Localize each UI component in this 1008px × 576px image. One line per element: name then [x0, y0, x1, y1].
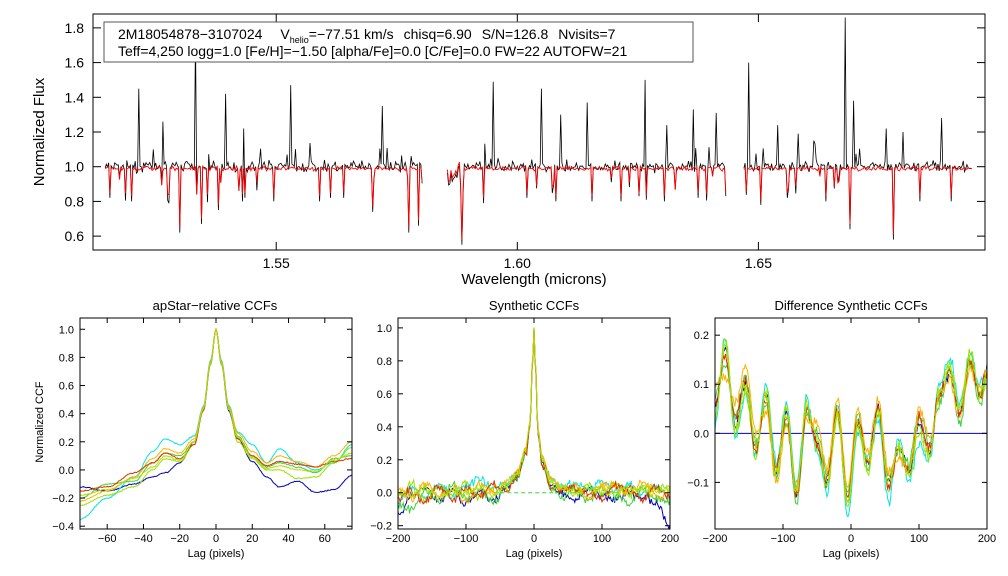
synthetic-ccf-ticks: −200 −100 0 100 200 −0.2 0.0 0.2 0.4 0.6 0.8 1.0	[370, 318, 679, 545]
difference-ccf-ticks: −200 −100 0 100 200 −0.1 0.0 0.1 0.2	[687, 318, 996, 545]
x-tick-label: 40	[282, 533, 294, 545]
apstar-ccf-panel: apStar−relative CCFs −60 −40 −20 0 20 40 60 −0.…	[34, 298, 353, 560]
difference-ccf-title: Difference Synthetic CCFs	[775, 298, 928, 313]
y-tick-label: 0.6	[65, 228, 85, 244]
spectrum-x-label: Wavelength (microns)	[461, 271, 606, 288]
y-tick-label: 0.2	[59, 437, 74, 449]
apstar-ccf-plot-area	[79, 327, 353, 520]
apstar-ccf-x-label: Lag (pixels)	[188, 548, 245, 560]
y-tick-label: −0.1	[687, 477, 709, 489]
ccf-visit-7	[714, 342, 988, 503]
x-tick-label: −40	[134, 533, 153, 545]
y-tick-label: 1.2	[65, 124, 85, 140]
x-tick-label: 200	[661, 533, 679, 545]
synthetic-ccf-title: Synthetic CCFs	[489, 298, 580, 313]
synthetic-spectrum-chip-3	[743, 165, 972, 235]
y-tick-label: 0.8	[377, 356, 392, 368]
chisq-value: chisq=6.90	[404, 26, 472, 42]
nvisits-value: Nvisits=7	[558, 26, 615, 42]
vhelio-prefix: V	[280, 26, 290, 42]
x-tick-label: 200	[978, 533, 996, 545]
y-tick-label: 1.0	[65, 159, 85, 175]
observed-spectrum-chip-2	[447, 79, 727, 245]
ccf-visit-7	[79, 327, 353, 496]
y-tick-label: 0.8	[65, 193, 85, 209]
x-tick-label: 60	[319, 533, 331, 545]
y-tick-label: 0.0	[377, 488, 392, 500]
x-tick-label: 1.55	[263, 255, 290, 271]
synthetic-ccf-x-label: Lag (pixels)	[506, 548, 563, 560]
vhelio-subscript: helio	[290, 35, 309, 45]
y-tick-label: 1.4	[65, 89, 85, 105]
snr-value: S/N=126.8	[482, 26, 549, 42]
x-tick-label: 1.60	[504, 255, 531, 271]
y-tick-label: 1.0	[377, 323, 392, 335]
spectrum-panel: 1.55 1.60 1.65 0.6 0.8 1.0 1.2 1.4 1.6 1.8 Wavele…	[31, 13, 986, 288]
spectrum-plot-area	[104, 17, 972, 245]
y-tick-label: 0.8	[59, 352, 74, 364]
y-tick-label: 0.4	[377, 422, 392, 434]
y-tick-label: −0.4	[52, 521, 74, 533]
spectrum-ticks: 1.55 1.60 1.65 0.6 0.8 1.0 1.2 1.4 1.6 1.8	[65, 14, 985, 271]
synthetic-spectrum-chip-2	[446, 161, 727, 240]
star-id: 2M18054878−3107024	[118, 26, 263, 42]
spectrum-y-label: Normalized Flux	[31, 77, 48, 186]
y-tick-label: 1.6	[65, 55, 85, 71]
y-tick-label: 0.0	[59, 465, 74, 477]
y-tick-label: 0.2	[377, 455, 392, 467]
x-tick-label: 20	[246, 533, 258, 545]
y-tick-label: −0.2	[370, 521, 392, 533]
ccf-visit-7	[397, 327, 671, 502]
y-tick-label: 0.6	[59, 381, 74, 393]
x-tick-label: −200	[386, 533, 411, 545]
synthetic-spectrum-chip-1	[104, 164, 423, 228]
info-box-frame	[103, 21, 694, 63]
y-tick-label: 0.4	[59, 409, 74, 421]
x-tick-label: 100	[910, 533, 928, 545]
apstar-ccf-y-label: Normalized CCF	[34, 381, 46, 463]
x-tick-label: 0	[213, 533, 219, 545]
synthetic-ccf-plot-area	[397, 327, 671, 531]
x-tick-label: −20	[170, 533, 189, 545]
difference-ccf-plot-area	[714, 338, 988, 518]
y-tick-label: −0.2	[52, 493, 74, 505]
y-tick-label: 0.1	[694, 379, 709, 391]
observed-spectrum-chip-1	[104, 33, 423, 233]
vhelio-value: =−77.51 km/s	[309, 26, 394, 42]
apstar-ccf-ticks: −60 −40 −20 0 20 40 60 −0.4 −0.2 0.0 0.2 0.4 0.6 0.8 1…	[52, 318, 352, 545]
x-tick-label: −100	[771, 533, 796, 545]
info-line-1: 2M18054878−3107024 Vhelio=−77.51 km/s chis…	[118, 26, 616, 45]
synthetic-ccf-panel: Synthetic CCFs −200 −100 0 100 200 −0.2 0.0 0.2…	[370, 298, 679, 560]
x-tick-label: −200	[703, 533, 728, 545]
x-tick-label: 0	[531, 533, 537, 545]
info-box: 2M18054878−3107024 Vhelio=−77.51 km/s chis…	[103, 21, 694, 63]
observed-spectrum-chip-3	[743, 17, 972, 240]
x-tick-label: 100	[593, 533, 611, 545]
apstar-ccf-title: apStar−relative CCFs	[153, 298, 278, 313]
y-tick-label: 0.6	[377, 389, 392, 401]
y-tick-label: 0.0	[694, 428, 709, 440]
info-line-2: Teff=4,250 logg=1.0 [Fe/H]=−1.50 [alpha/…	[118, 43, 627, 59]
y-tick-label: 1.8	[65, 20, 85, 36]
x-tick-label: −60	[98, 533, 117, 545]
y-tick-label: 1.0	[59, 324, 74, 336]
x-tick-label: 0	[848, 533, 854, 545]
x-tick-label: 1.65	[745, 255, 772, 271]
y-tick-label: 0.2	[694, 330, 709, 342]
x-tick-label: −100	[454, 533, 479, 545]
difference-ccf-panel: Difference Synthetic CCFs −200 −100 0 100 20…	[687, 298, 996, 560]
difference-ccf-x-label: Lag (pixels)	[823, 548, 880, 560]
